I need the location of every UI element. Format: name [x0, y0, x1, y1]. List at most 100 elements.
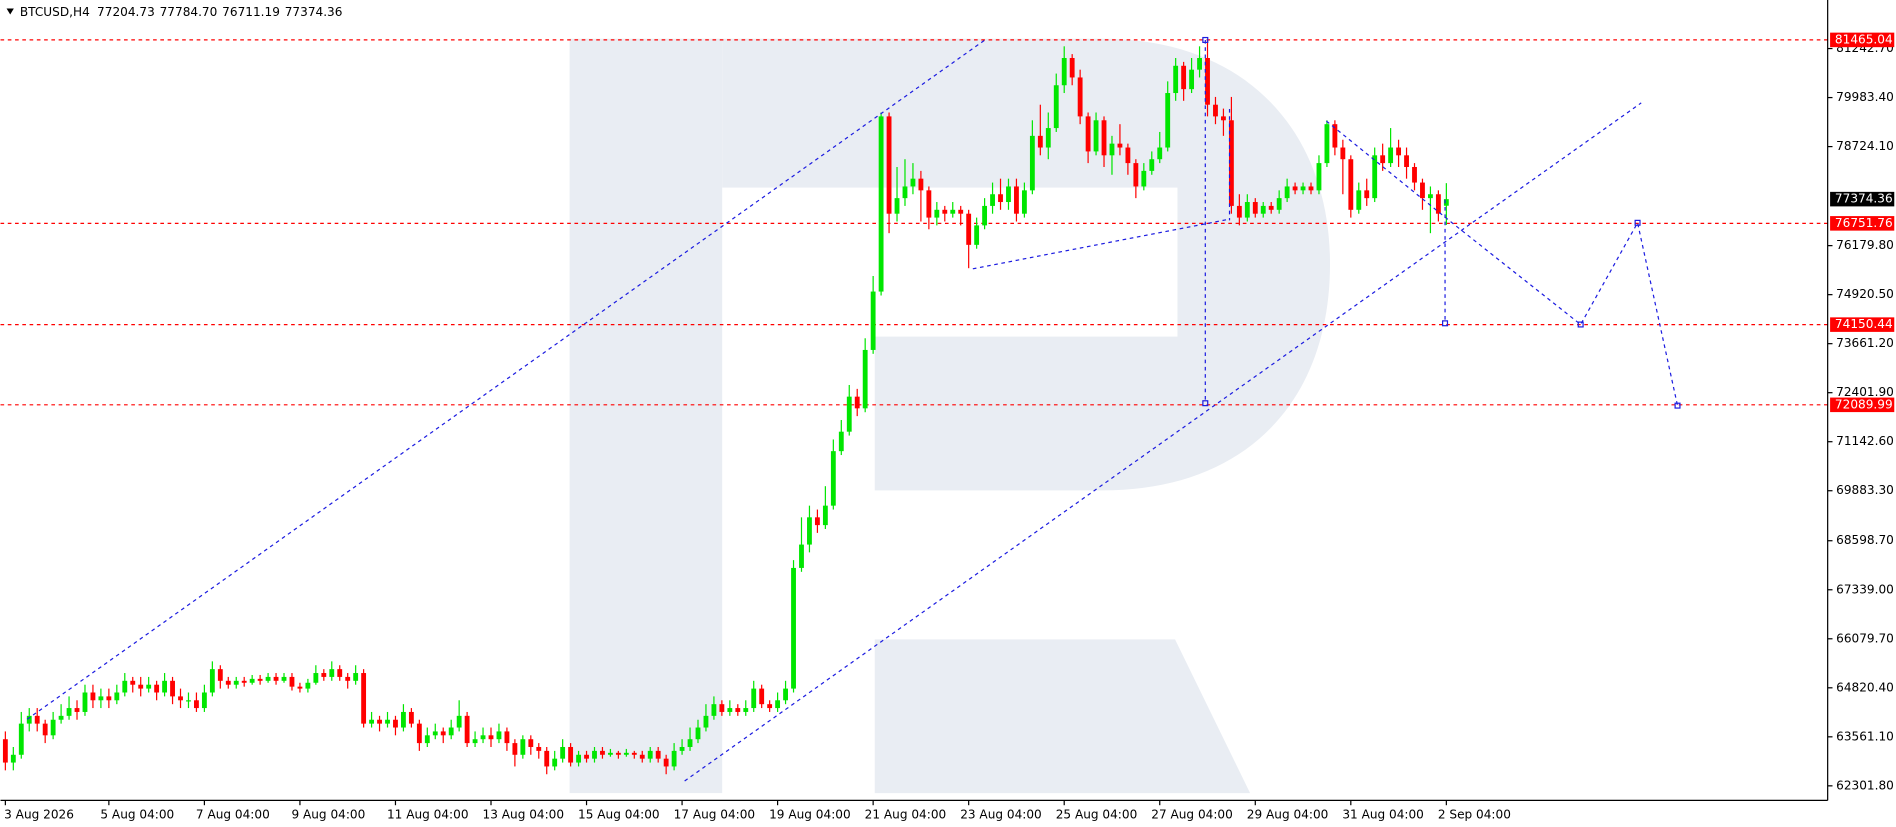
candle-body [1260, 205, 1266, 214]
level-label-box [1830, 32, 1895, 48]
candle-body [297, 686, 303, 689]
candle-body [894, 198, 900, 214]
candle-body [337, 669, 343, 677]
candle-body [1308, 186, 1314, 191]
candle-body [663, 758, 669, 767]
candle-body [432, 731, 438, 736]
header-low: 76711.19 [222, 5, 280, 19]
candle-body [1069, 57, 1075, 78]
candle-body [369, 719, 375, 724]
candle-body [631, 752, 637, 755]
candle-body [687, 739, 693, 747]
candle-body [759, 688, 765, 705]
candle-body [520, 739, 526, 755]
candle-body [480, 735, 486, 740]
candle-body [10, 754, 16, 763]
y-tick-label: 76179.80 [1836, 238, 1894, 252]
candle-body [74, 708, 80, 712]
level-label: 81465.04 [1835, 32, 1893, 46]
candle-body [982, 205, 988, 226]
candle-body [162, 680, 168, 693]
chart-header: BTCUSD,H4 77204.73 77784.70 76711.19 77374.3… [20, 5, 343, 19]
candle-body [528, 739, 534, 747]
candle-body [1021, 190, 1027, 214]
header-close: 77374.36 [285, 5, 343, 19]
candle-body [735, 708, 741, 712]
candle-body [639, 754, 645, 759]
candle-body [775, 700, 781, 709]
candle-body [26, 715, 32, 724]
candle-body [1061, 57, 1067, 86]
x-tick-label: 17 Aug 04:00 [674, 807, 756, 821]
candle-body [1037, 135, 1043, 148]
candle-body [870, 291, 876, 350]
candle-body [958, 209, 964, 214]
candle-body [1029, 135, 1035, 191]
candle-body [1133, 163, 1139, 187]
x-tick-label: 2 Sep 04:00 [1438, 807, 1511, 821]
candle-body [647, 750, 653, 759]
marker [1577, 321, 1584, 328]
candle-body [1085, 116, 1091, 152]
marker [1674, 402, 1681, 409]
candle-body [321, 673, 327, 677]
forecast-lines [26, 36, 1681, 782]
candle-body [249, 678, 255, 683]
candle-body [1141, 170, 1147, 187]
candle-body [862, 349, 868, 409]
candle-body [464, 715, 470, 744]
level-label: 72089.99 [1835, 397, 1893, 411]
marker [1202, 400, 1209, 407]
candle-body [42, 723, 48, 736]
level-label-box [1830, 317, 1895, 332]
candle-body [1340, 147, 1346, 160]
candle-body [416, 723, 422, 744]
watermark-leg [874, 639, 1251, 794]
level-label: 74150.44 [1835, 317, 1893, 331]
candle-body [512, 743, 518, 755]
candle-body [655, 750, 661, 759]
y-tick-label: 64820.40 [1836, 680, 1894, 694]
candle-body [1435, 194, 1441, 214]
candle-body [233, 680, 239, 685]
candle-body [1221, 116, 1226, 121]
candle-body [217, 669, 223, 681]
candle-body [472, 739, 478, 744]
candle-body [830, 451, 836, 506]
y-tick-label: 78724.10 [1836, 139, 1894, 153]
candle-body [66, 708, 72, 716]
x-tick-label: 19 Aug 04:00 [769, 807, 851, 821]
candle-body [544, 750, 550, 767]
y-tick-label: 72401.90 [1836, 385, 1894, 399]
candle-body [146, 684, 152, 689]
forecast-path [1326, 120, 1679, 406]
candle-body [783, 688, 788, 701]
x-tick-label: 21 Aug 04:00 [865, 807, 947, 821]
candle-body [727, 708, 733, 712]
candle-body [504, 731, 510, 744]
candle-body [1125, 147, 1131, 164]
candle-body [305, 682, 311, 689]
current-price-label: 77374.36 [1835, 192, 1893, 206]
x-tick-label: 9 Aug 04:00 [291, 807, 365, 821]
candle-body [361, 673, 367, 724]
candle-body [918, 178, 924, 191]
level-label: 76751.76 [1835, 216, 1893, 230]
y-tick-label: 79983.40 [1836, 90, 1894, 104]
candle-body [822, 505, 828, 526]
marker [1634, 219, 1641, 226]
candle-body [600, 750, 605, 755]
candle-body [1228, 120, 1234, 206]
candle-body [1316, 163, 1322, 191]
candle-body [1252, 202, 1258, 214]
candle-body [568, 746, 574, 763]
candle-body [807, 517, 812, 545]
candle-body [186, 700, 191, 702]
candle-body [241, 680, 247, 683]
candle-body [1205, 57, 1210, 105]
candle-body [998, 194, 1003, 203]
channel-lower [684, 102, 1642, 782]
candle-body [1213, 104, 1218, 117]
candle-body [194, 700, 199, 709]
candle-body [122, 680, 128, 693]
